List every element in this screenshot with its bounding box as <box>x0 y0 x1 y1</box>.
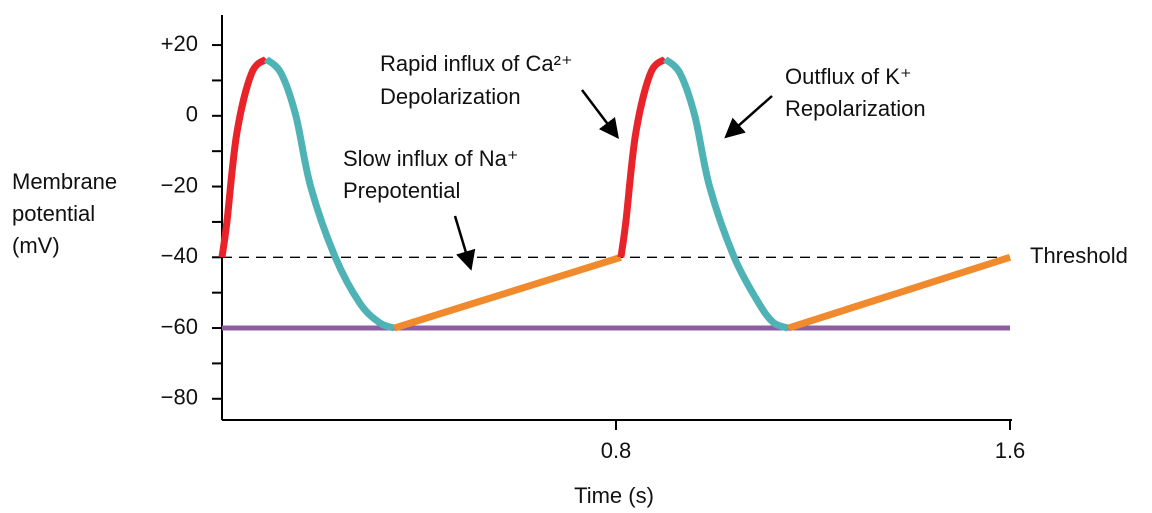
curve-segment <box>662 56 790 332</box>
curve-segment <box>393 253 622 332</box>
x-axis-label: Time (s) <box>574 483 654 508</box>
annotation-arrow <box>724 95 773 139</box>
x-tick-label: 0.8 <box>601 438 632 463</box>
annotation: Depolarization <box>380 84 521 109</box>
y-axis-label: (mV) <box>12 233 60 258</box>
annotation: Rapid influx of Ca²⁺ <box>380 51 573 76</box>
y-tick-label: −80 <box>161 385 198 410</box>
curve-segment <box>617 56 668 258</box>
curve-segment <box>218 56 269 258</box>
y-axis-label: Membrane <box>12 169 117 194</box>
annotation: Outflux of K⁺ <box>785 64 912 89</box>
y-tick-label: +20 <box>161 31 198 56</box>
x-tick-label: 1.6 <box>995 438 1026 463</box>
reference-label: Threshold <box>1030 243 1128 268</box>
y-tick-label: −20 <box>161 172 198 197</box>
y-tick-label: −60 <box>161 314 198 339</box>
annotation: Repolarization <box>785 96 926 121</box>
annotation: Prepotential <box>343 178 460 203</box>
curve-segment <box>787 253 1012 332</box>
annotation: Slow influx of Na⁺ <box>343 146 518 171</box>
annotation-arrow <box>453 215 476 271</box>
curve-segment <box>263 56 396 332</box>
y-tick-label: 0 <box>186 102 198 127</box>
annotation-arrow <box>581 89 620 139</box>
y-axis-label: potential <box>12 201 95 226</box>
y-tick-label: −40 <box>161 243 198 268</box>
